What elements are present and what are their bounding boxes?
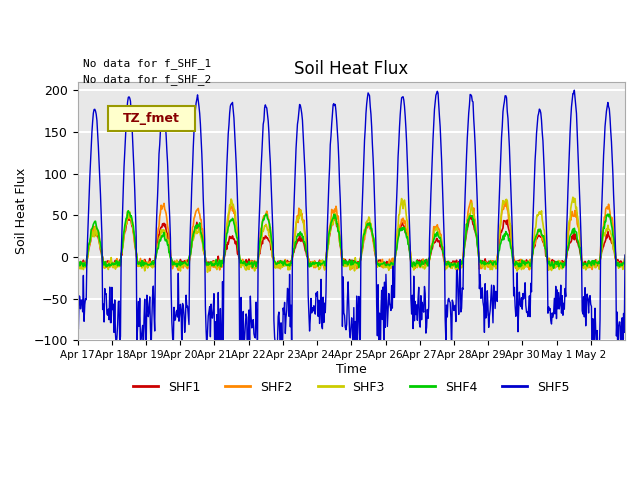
Line: SHF5: SHF5 <box>77 90 625 382</box>
SHF2 <box>239 258 247 264</box>
Line: SHF2: SHF2 <box>77 200 625 271</box>
SHF1 <box>239 258 246 264</box>
Line: SHF4: SHF4 <box>77 211 625 268</box>
Y-axis label: Soil Heat Flux: Soil Heat Flux <box>15 168 28 254</box>
SHF1 <box>266 240 274 245</box>
SHF4 <box>439 250 447 256</box>
SHF3 <box>439 248 447 254</box>
SHF1 <box>408 262 416 267</box>
SHF4 <box>621 255 629 261</box>
SHF5 <box>237 379 244 384</box>
SHF2 <box>439 244 447 250</box>
SHF1 <box>468 214 476 219</box>
SHF3 <box>287 260 295 265</box>
SHF5 <box>408 292 416 298</box>
SHF5 <box>239 309 247 314</box>
SHF3 <box>408 264 416 270</box>
SHF1 <box>621 253 629 259</box>
SHF2 <box>621 255 629 261</box>
Line: SHF3: SHF3 <box>77 197 625 272</box>
SHF3 <box>266 237 274 242</box>
SHF2 <box>138 263 146 269</box>
SHF3 <box>621 252 629 258</box>
SHF4 <box>139 258 147 264</box>
SHF2 <box>266 224 274 230</box>
SHF4 <box>74 259 81 264</box>
SHF5 <box>287 302 295 308</box>
SHF1 <box>287 258 295 264</box>
SHF4 <box>124 208 132 214</box>
SHF3 <box>204 269 211 275</box>
Legend: SHF1, SHF2, SHF3, SHF4, SHF5: SHF1, SHF2, SHF3, SHF4, SHF5 <box>128 376 575 399</box>
SHF5 <box>266 160 274 166</box>
SHF2 <box>206 268 214 274</box>
SHF5 <box>621 252 629 258</box>
SHF2 <box>74 261 81 267</box>
SHF1 <box>74 259 81 265</box>
X-axis label: Time: Time <box>336 363 367 376</box>
FancyBboxPatch shape <box>108 107 195 131</box>
SHF4 <box>550 265 557 271</box>
SHF1 <box>439 252 447 257</box>
SHF1 <box>252 265 260 271</box>
SHF4 <box>239 261 247 266</box>
SHF3 <box>74 266 81 272</box>
SHF4 <box>266 227 274 233</box>
SHF5 <box>138 329 146 335</box>
Text: No data for f_SHF_2: No data for f_SHF_2 <box>83 74 211 85</box>
SHF1 <box>138 260 146 266</box>
SHF3 <box>239 258 247 264</box>
SHF2 <box>502 197 509 203</box>
SHF3 <box>569 194 577 200</box>
SHF2 <box>408 262 416 267</box>
SHF4 <box>408 264 416 270</box>
Line: SHF1: SHF1 <box>77 216 625 268</box>
Text: TZ_fmet: TZ_fmet <box>123 112 180 125</box>
SHF5 <box>439 200 447 205</box>
SHF4 <box>287 259 295 265</box>
SHF3 <box>138 265 146 271</box>
SHF5 <box>570 87 578 93</box>
Title: Soil Heat Flux: Soil Heat Flux <box>294 60 408 78</box>
SHF2 <box>287 262 295 268</box>
Text: No data for f_SHF_1: No data for f_SHF_1 <box>83 59 211 70</box>
SHF5 <box>74 314 81 320</box>
